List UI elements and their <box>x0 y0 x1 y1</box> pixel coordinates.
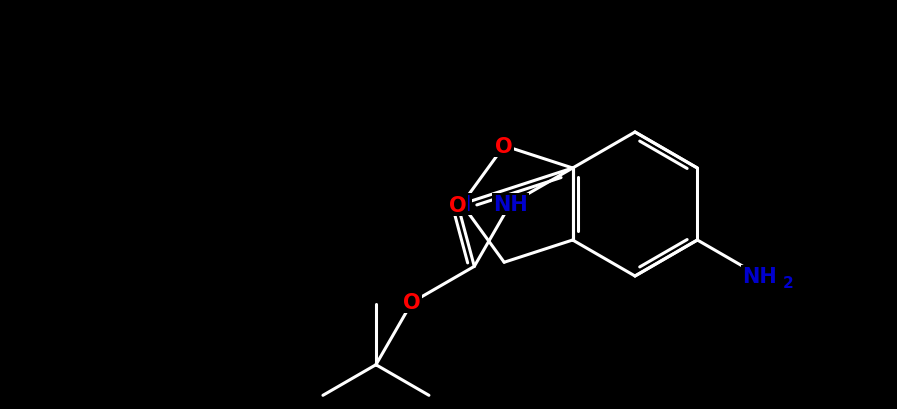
Text: O: O <box>495 137 513 156</box>
Text: NH: NH <box>493 195 527 214</box>
Text: O: O <box>403 292 421 312</box>
Text: O: O <box>449 196 466 216</box>
Text: 2: 2 <box>782 276 793 291</box>
Text: NH: NH <box>743 266 777 286</box>
Text: N: N <box>453 195 471 214</box>
